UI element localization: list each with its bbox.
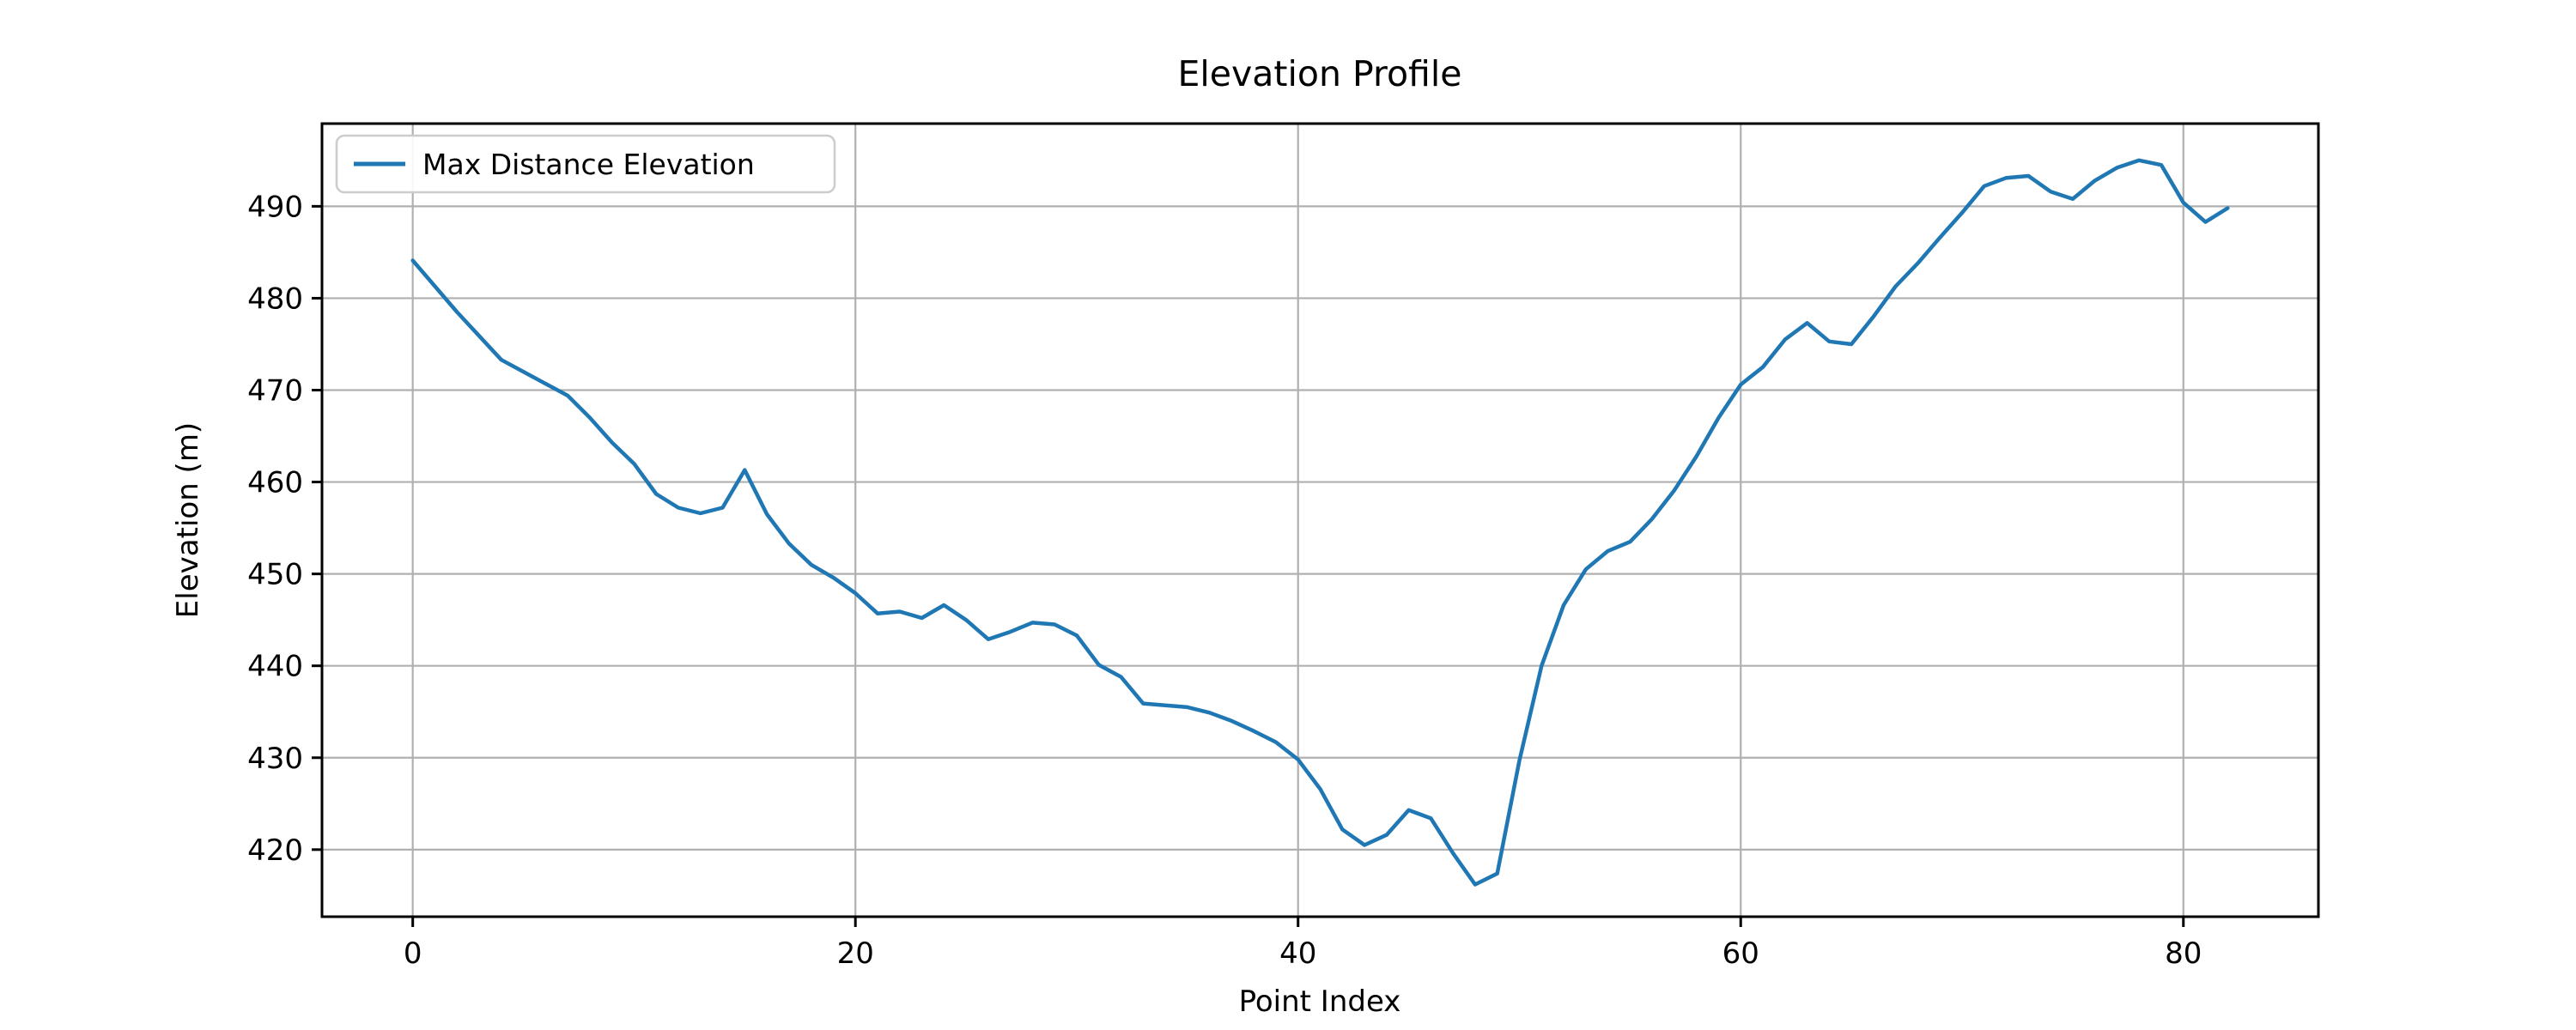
legend: Max Distance Elevation <box>335 134 836 194</box>
grid-layer <box>322 124 2318 917</box>
y-tick-label: 450 <box>247 558 303 592</box>
y-tick-label: 470 <box>247 373 303 408</box>
x-tick-label: 20 <box>837 936 874 971</box>
legend-label: Max Distance Elevation <box>422 148 755 181</box>
legend-box <box>335 134 836 194</box>
elevation-line <box>410 158 2230 887</box>
chart-title: Elevation Profile <box>1178 53 1462 94</box>
x-tick-label: 40 <box>1279 936 1316 971</box>
x-axis-label: Point Index <box>1239 985 1401 1019</box>
y-axis-label: Elevation (m) <box>171 422 205 618</box>
y-tick-label: 420 <box>247 833 303 868</box>
x-tick-label: 60 <box>1722 936 1759 971</box>
y-tick-label: 480 <box>247 282 303 316</box>
x-tick-label: 80 <box>2165 936 2202 971</box>
x-tick-label: 0 <box>404 936 422 971</box>
y-tick-label: 490 <box>247 190 303 224</box>
y-tick-label: 430 <box>247 742 303 776</box>
tick-layer: 0 20 40 60 80 420 430 440 450 460 470 480 490 <box>247 190 2202 971</box>
y-tick-label: 460 <box>247 466 303 500</box>
plot-border <box>320 122 2320 918</box>
y-tick-label: 440 <box>247 650 303 684</box>
